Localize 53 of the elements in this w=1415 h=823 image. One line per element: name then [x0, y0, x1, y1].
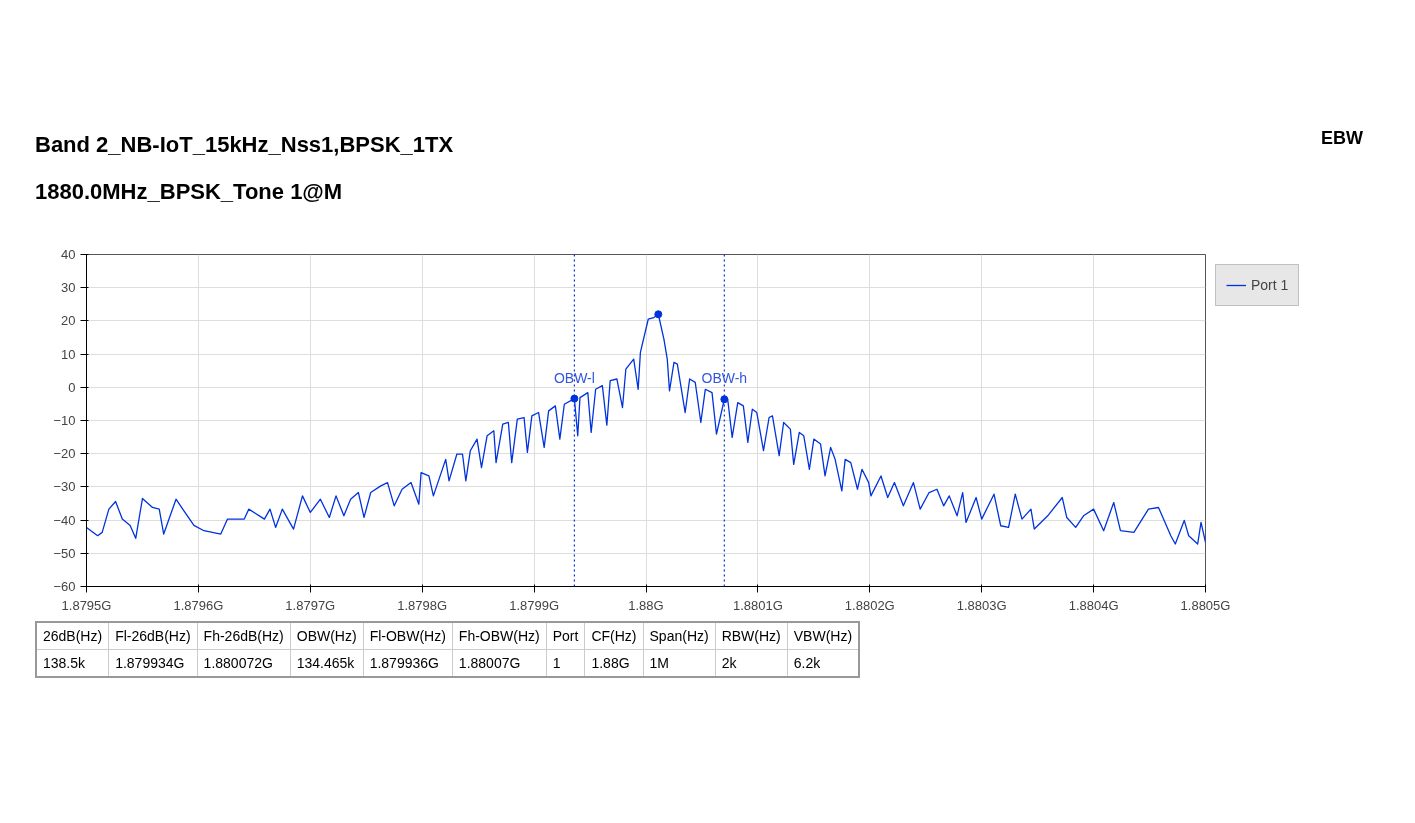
text: 134.465k [290, 649, 364, 677]
y-tick-label: −60 [53, 579, 76, 594]
point [654, 310, 663, 319]
y-tick-label: −30 [53, 479, 76, 495]
x-tick-label: 1.8804G [1068, 597, 1119, 613]
text: EBW [1321, 127, 1363, 150]
text: 1.879934G [108, 649, 198, 677]
text: 1.88007G [452, 649, 547, 677]
x-tick-label: 1.8795G [61, 597, 112, 613]
y-tick-label: 0 [68, 379, 76, 395]
text: RBW(Hz) [715, 622, 788, 650]
y-tick-label: 40 [61, 247, 76, 262]
y-tick-label: 30 [61, 280, 76, 296]
text: OBW(Hz) [290, 622, 364, 650]
chart-title: Band 2_NB-IoT_15kHz_Nss1,BPSK_1TX [35, 131, 454, 159]
ref-line-label: OBW-h [701, 369, 748, 386]
text: Port [546, 622, 585, 650]
text: 1.879936G [363, 649, 453, 677]
x-tick-label: 1.8796G [173, 597, 224, 613]
x-tick-label: 1.8798G [397, 597, 448, 613]
point [570, 394, 579, 403]
x-tick-label: 1.8799G [509, 597, 560, 613]
text: Fh-OBW(Hz) [452, 622, 547, 650]
text: Span(Hz) [643, 622, 716, 650]
text: Fh-26dB(Hz) [197, 622, 291, 650]
text: 2k [715, 649, 788, 677]
text: 6.2k [787, 649, 860, 677]
x-tick-label: 1.8805G [1180, 597, 1231, 613]
point [720, 395, 729, 404]
x-tick-label: 1.8802G [844, 597, 895, 613]
y-tick-label: 20 [61, 313, 76, 329]
y-tick-label: 10 [61, 346, 76, 362]
text: 26dB(Hz) [36, 622, 109, 650]
text: 138.5k [36, 649, 109, 677]
x-tick-label: 1.8801G [732, 597, 783, 613]
y-tick-label: −40 [53, 512, 76, 528]
text: 1M [643, 649, 716, 677]
ref-line-label: OBW-l [553, 369, 595, 386]
text: 1 [546, 649, 585, 677]
y-tick-label: −10 [53, 413, 76, 428]
x-tick-label: 1.8797G [285, 597, 336, 613]
x-tick-label: 1.8803G [956, 597, 1007, 613]
x-tick-label: 1.88G [628, 597, 664, 613]
y-tick-label: −20 [53, 446, 76, 462]
text: CF(Hz) [584, 622, 644, 650]
text: Fl-OBW(Hz) [363, 622, 453, 650]
text: 1.880072G [197, 649, 291, 677]
text: VBW(Hz) [787, 622, 860, 650]
chart-subtitle: 1880.0MHz_BPSK_Tone 1@M [35, 178, 343, 206]
text: Fl-26dB(Hz) [108, 622, 198, 650]
y-tick-label: −50 [53, 545, 76, 561]
text: 1.88G [584, 649, 644, 677]
legend-label: Port 1 [1251, 277, 1289, 293]
